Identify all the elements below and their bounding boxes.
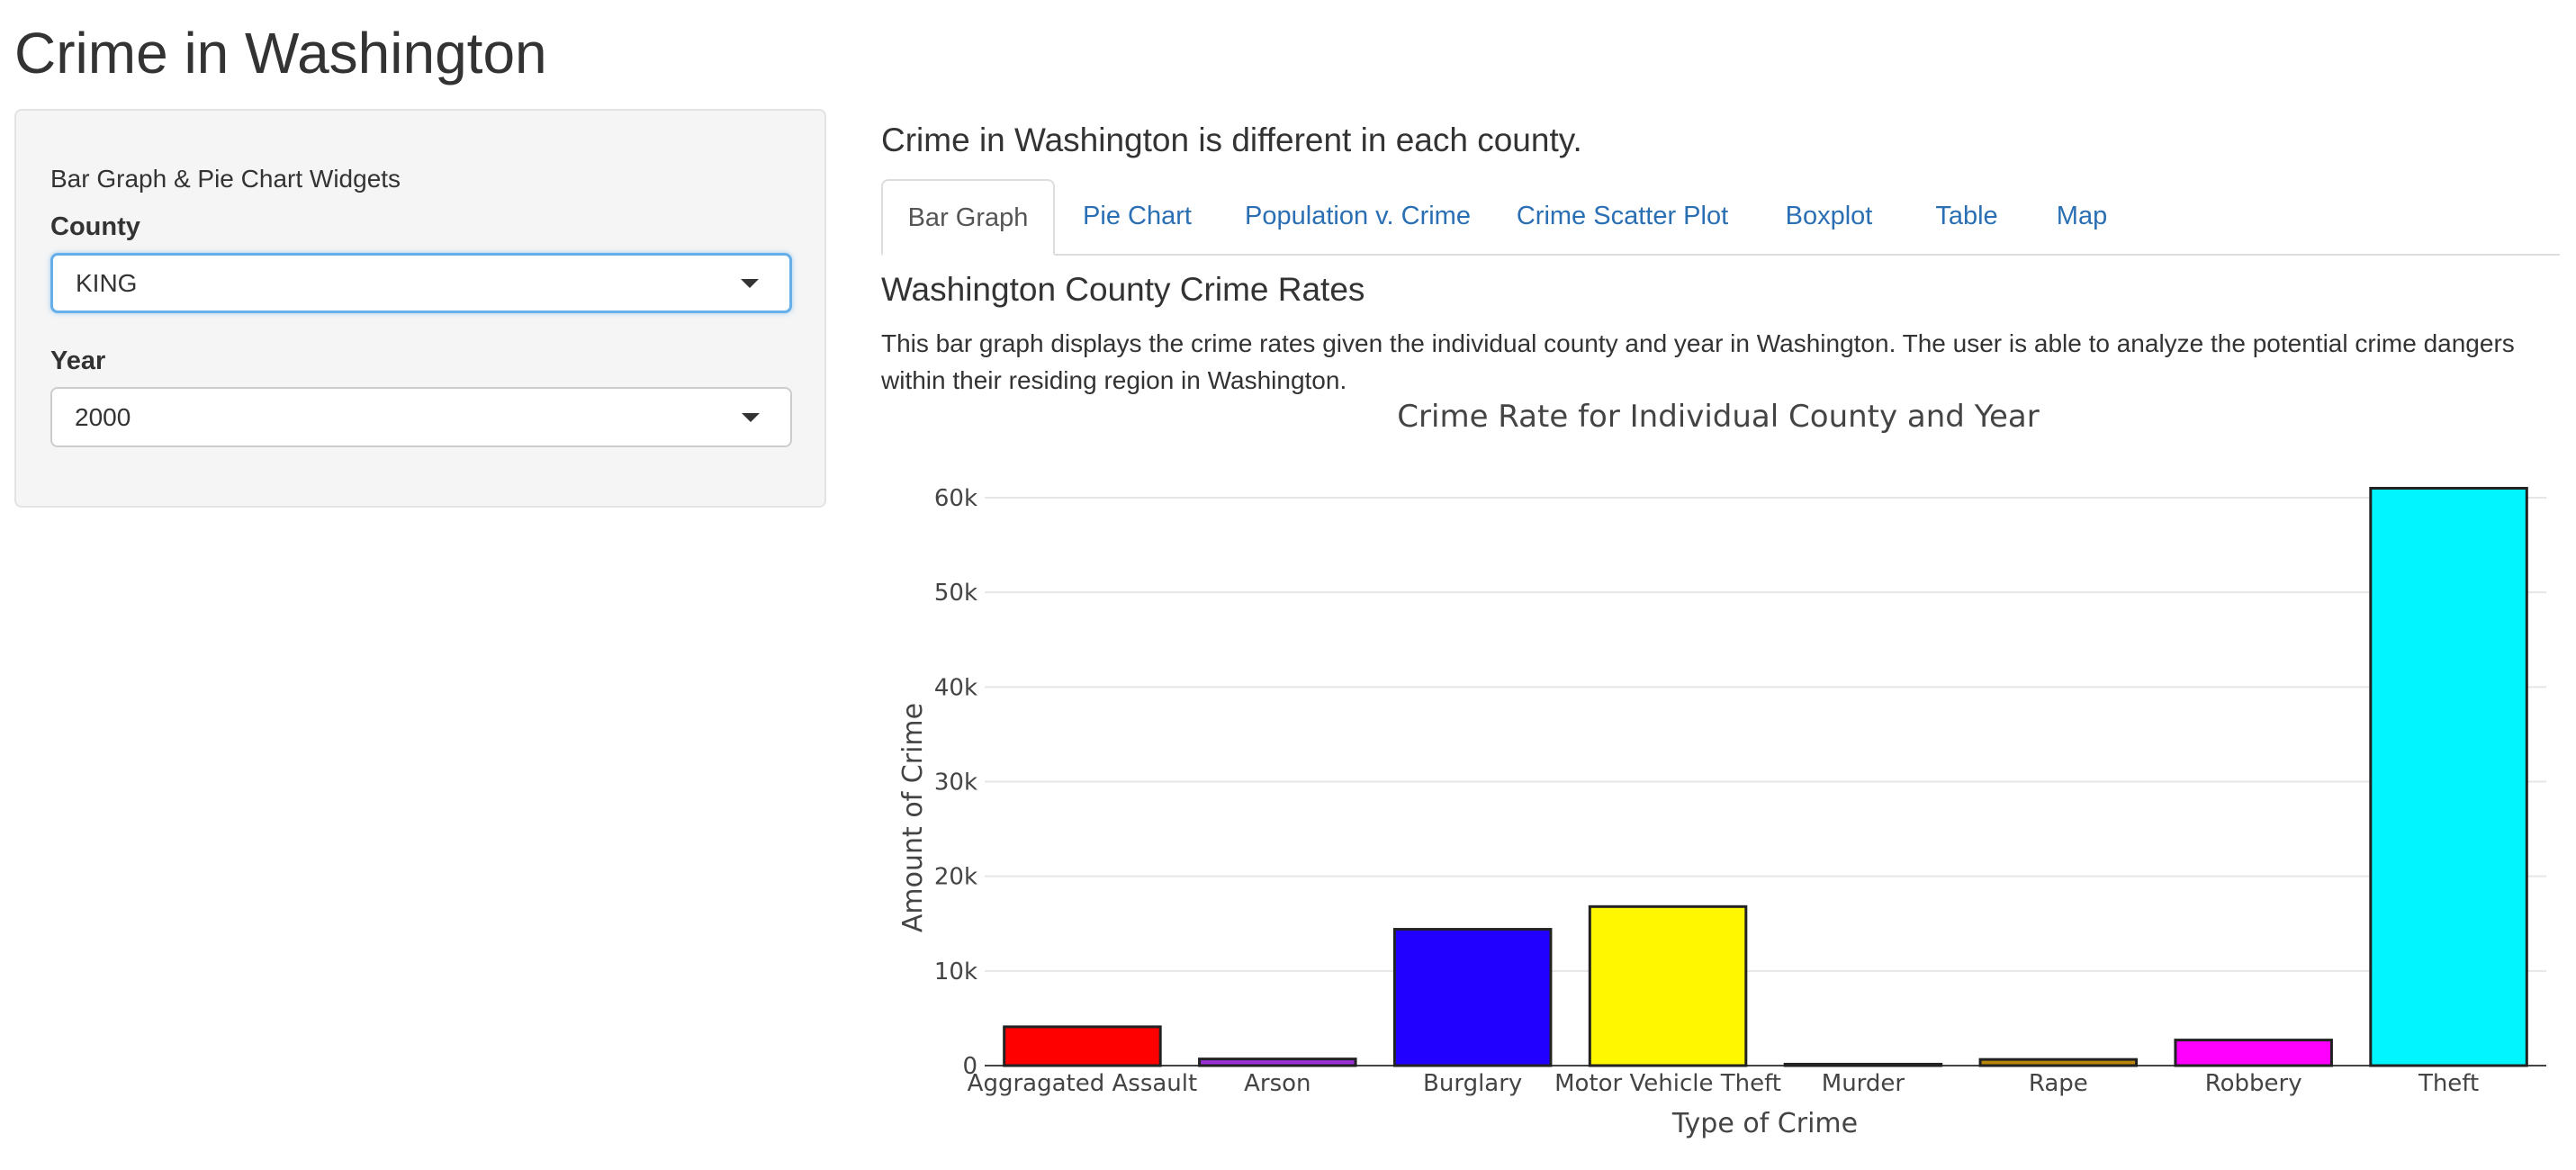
bar-chart[interactable]: Crime Rate for Individual County and Yea…: [881, 396, 2564, 1161]
tab-population-v-crime[interactable]: Population v. Crime: [1245, 202, 1471, 230]
bar: [2174, 1039, 2333, 1067]
x-tick-label: Burglary: [1423, 1070, 1522, 1097]
tab-pie-chart[interactable]: Pie Chart: [1083, 202, 1192, 230]
bar: [1783, 1062, 1943, 1067]
y-tick-label: 40k: [934, 674, 977, 701]
bar: [1588, 904, 1748, 1067]
tab-bar-graph[interactable]: Bar Graph: [881, 179, 1055, 256]
year-label: Year: [50, 346, 106, 375]
tab-bar: Bar Graph Pie Chart Population v. Crime …: [881, 179, 2560, 256]
county-label: County: [50, 212, 140, 241]
chart-title: Crime Rate for Individual County and Yea…: [1397, 399, 2039, 435]
x-tick-label: Aggragated Assault: [968, 1070, 1198, 1097]
main-heading: Crime in Washington is different in each…: [881, 122, 1582, 158]
chart-description: This bar graph displays the crime rates …: [881, 329, 2515, 394]
y-tick-label: 60k: [934, 485, 977, 512]
y-axis-title: Amount of Crime: [897, 703, 929, 932]
x-tick-label: Motor Vehicle Theft: [1554, 1070, 1781, 1097]
county-select[interactable]: KING: [50, 253, 792, 313]
bar: [2369, 486, 2528, 1067]
x-tick-label: Rape: [2029, 1070, 2088, 1097]
sidebar-panel: Bar Graph & Pie Chart Widgets County KIN…: [14, 109, 826, 508]
tab-table[interactable]: Table: [1935, 202, 1998, 230]
year-select[interactable]: 2000: [50, 387, 792, 447]
bar: [1198, 1058, 1357, 1067]
chevron-down-icon: [742, 412, 760, 422]
y-tick-label: 30k: [934, 770, 977, 796]
section-title: Washington County Crime Rates: [881, 271, 1365, 308]
y-tick-label: 0: [962, 1053, 977, 1080]
x-axis-title: Type of Crime: [1671, 1108, 1858, 1139]
x-tick-label: Arson: [1244, 1070, 1311, 1097]
chevron-down-icon: [741, 278, 759, 288]
tab-crime-scatter-plot[interactable]: Crime Scatter Plot: [1516, 202, 1729, 230]
x-tick-label: Theft: [2418, 1070, 2479, 1097]
app-title: Crime in Washington: [14, 21, 547, 86]
x-tick-label: Murder: [1822, 1070, 1905, 1097]
y-tick-label: 20k: [934, 864, 977, 891]
tab-map[interactable]: Map: [2056, 202, 2108, 230]
bar: [1003, 1025, 1162, 1067]
widgets-heading: Bar Graph & Pie Chart Widgets: [50, 165, 401, 193]
y-tick-label: 50k: [934, 580, 977, 607]
year-select-value: 2000: [75, 403, 131, 431]
x-tick-label: Robbery: [2205, 1070, 2302, 1097]
county-select-value: KING: [76, 269, 138, 297]
bar: [1392, 928, 1553, 1067]
tab-boxplot[interactable]: Boxplot: [1785, 202, 1873, 230]
bar: [1978, 1058, 2139, 1067]
y-tick-label: 10k: [934, 958, 977, 986]
